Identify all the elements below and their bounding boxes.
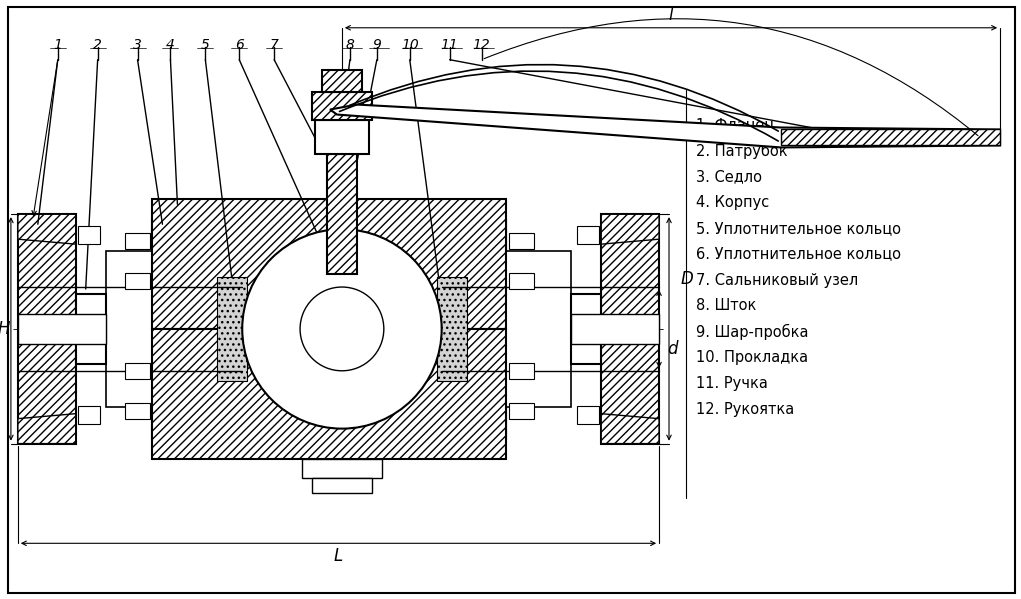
Text: 1: 1 xyxy=(53,38,62,52)
Text: 2. Патрубок: 2. Патрубок xyxy=(696,143,787,159)
Bar xyxy=(152,199,506,329)
Polygon shape xyxy=(601,214,659,244)
Bar xyxy=(312,479,372,494)
Bar xyxy=(572,314,659,344)
Text: 5. Уплотнительное кольцо: 5. Уплотнительное кольцо xyxy=(696,220,901,235)
Bar xyxy=(125,403,149,419)
Text: H: H xyxy=(0,320,10,338)
Text: 4: 4 xyxy=(166,38,175,52)
Text: 12. Рукоятка: 12. Рукоятка xyxy=(696,402,794,417)
Text: D: D xyxy=(681,270,693,288)
Bar xyxy=(577,226,599,244)
Bar xyxy=(314,120,370,155)
Bar xyxy=(78,226,100,244)
Bar xyxy=(105,251,152,407)
Circle shape xyxy=(242,229,442,429)
Bar xyxy=(509,273,534,289)
Text: 11. Ручка: 11. Ручка xyxy=(696,376,768,391)
Text: 10. Прокладка: 10. Прокладка xyxy=(696,350,808,365)
Bar xyxy=(509,363,534,379)
Text: 2: 2 xyxy=(93,38,102,52)
Text: 7. Сальниковый узел: 7. Сальниковый узел xyxy=(696,273,859,288)
Bar xyxy=(437,277,467,381)
Bar xyxy=(506,251,572,407)
Bar xyxy=(18,314,105,344)
Bar xyxy=(78,406,100,423)
Text: 11: 11 xyxy=(441,38,458,52)
Polygon shape xyxy=(18,414,76,444)
Text: 6: 6 xyxy=(235,38,244,52)
Bar xyxy=(125,233,149,249)
Bar xyxy=(327,155,357,274)
Bar xyxy=(781,129,1000,146)
Bar xyxy=(601,214,659,444)
Text: 8. Шток: 8. Шток xyxy=(696,298,757,313)
Bar xyxy=(322,69,361,92)
Bar xyxy=(456,219,506,438)
Bar xyxy=(509,233,534,249)
Bar xyxy=(217,277,247,381)
Text: L: L xyxy=(334,547,343,565)
Bar xyxy=(18,214,76,444)
Bar xyxy=(152,329,506,459)
Text: 3. Седло: 3. Седло xyxy=(696,169,762,184)
Bar xyxy=(572,294,601,364)
Bar xyxy=(125,273,149,289)
Bar xyxy=(152,219,202,438)
Text: 6. Уплотнительное кольцо: 6. Уплотнительное кольцо xyxy=(696,247,901,262)
Polygon shape xyxy=(330,105,1000,147)
Text: 1. Фланец: 1. Фланец xyxy=(696,117,774,132)
Bar xyxy=(312,92,372,120)
Text: 8: 8 xyxy=(345,38,354,52)
Text: 4. Корпус: 4. Корпус xyxy=(696,195,769,210)
Text: 3: 3 xyxy=(133,38,142,52)
Text: 12: 12 xyxy=(473,38,490,52)
Text: d: d xyxy=(667,340,678,358)
Bar xyxy=(577,406,599,423)
Polygon shape xyxy=(18,214,76,244)
Text: 10: 10 xyxy=(401,38,419,52)
Text: 7: 7 xyxy=(270,38,279,52)
Bar xyxy=(76,294,105,364)
Text: l: l xyxy=(669,6,673,24)
Text: 5: 5 xyxy=(201,38,209,52)
Bar xyxy=(125,363,149,379)
Bar xyxy=(509,403,534,419)
Text: 9: 9 xyxy=(373,38,381,52)
Bar xyxy=(302,459,382,479)
Polygon shape xyxy=(601,414,659,444)
Text: 9. Шар-пробка: 9. Шар-пробка xyxy=(696,324,809,340)
